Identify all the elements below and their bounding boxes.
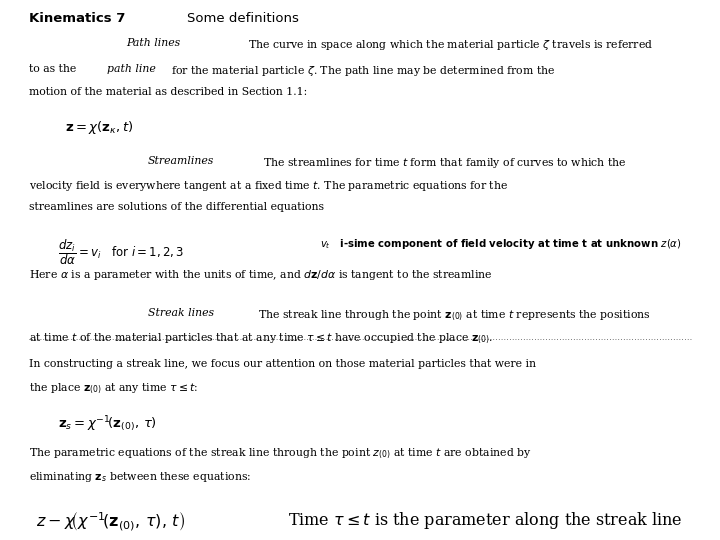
Text: streamlines are solutions of the differential equations: streamlines are solutions of the differe… bbox=[29, 202, 324, 212]
Text: $z - \chi\!\left(\chi^{-1}\!\left(\mathbf{z}_{(0)},\,\tau\right),\,t\right)$: $z - \chi\!\left(\chi^{-1}\!\left(\mathb… bbox=[36, 510, 185, 532]
Text: motion of the material as described in Section 1.1:: motion of the material as described in S… bbox=[29, 87, 307, 97]
Text: Streamlines: Streamlines bbox=[148, 156, 214, 166]
Text: In constructing a streak line, we focus our attention on those material particle: In constructing a streak line, we focus … bbox=[29, 359, 536, 369]
Text: $\dfrac{dz_i}{d\alpha} = v_i \quad \text{for } i = 1, 2, 3$: $\dfrac{dz_i}{d\alpha} = v_i \quad \text… bbox=[58, 237, 184, 267]
Text: Here $\alpha$ is a parameter with the units of time, and $d\mathbf{z}/d\alpha$ i: Here $\alpha$ is a parameter with the un… bbox=[29, 268, 492, 282]
Text: The curve in space along which the material particle $\zeta$ travels is referred: The curve in space along which the mater… bbox=[248, 38, 654, 52]
Text: $\mathbf{z}_s = \chi^{-1}\!\left(\mathbf{z}_{(0)},\, \tau\right)$: $\mathbf{z}_s = \chi^{-1}\!\left(\mathbf… bbox=[58, 414, 156, 434]
Text: path line: path line bbox=[107, 64, 156, 74]
Text: the place $\mathbf{z}_{(0)}$ at any time $\tau \leq t$:: the place $\mathbf{z}_{(0)}$ at any time… bbox=[29, 382, 198, 396]
Text: Time $\tau \leq t$ is the parameter along the streak line: Time $\tau \leq t$ is the parameter alon… bbox=[288, 510, 683, 531]
Text: $\mathbf{z} = \chi (\mathbf{z}_\kappa, t)$: $\mathbf{z} = \chi (\mathbf{z}_\kappa, t… bbox=[65, 119, 133, 136]
Text: $v_t$   i-sime component of field velocity at time t at unknown $z(\alpha)$: $v_t$ i-sime component of field velocity… bbox=[320, 237, 682, 251]
Text: at time $t$ of the material particles that at any time $\tau \leq t$ have occupi: at time $t$ of the material particles th… bbox=[29, 332, 492, 346]
Text: The parametric equations of the streak line through the point $z_{(0)}$ at time : The parametric equations of the streak l… bbox=[29, 447, 531, 461]
Text: for the material particle $\zeta$. The path line may be determined from the: for the material particle $\zeta$. The p… bbox=[171, 64, 556, 78]
Text: The streak line through the point $\mathbf{z}_{(0)}$ at time $t$ represents the : The streak line through the point $\math… bbox=[258, 308, 650, 323]
Text: to as the: to as the bbox=[29, 64, 76, 74]
Text: eliminating $\mathbf{z}_s$ between these equations:: eliminating $\mathbf{z}_s$ between these… bbox=[29, 470, 251, 484]
Text: Path lines: Path lines bbox=[126, 38, 180, 48]
Text: Streak lines: Streak lines bbox=[148, 308, 214, 319]
Text: velocity field is everywhere tangent at a fixed time $t$. The parametric equatio: velocity field is everywhere tangent at … bbox=[29, 179, 508, 193]
Text: The streamlines for time $t$ form that family of curves to which the: The streamlines for time $t$ form that f… bbox=[263, 156, 626, 170]
Text: Some definitions: Some definitions bbox=[187, 12, 299, 25]
Text: Kinematics 7: Kinematics 7 bbox=[29, 12, 125, 25]
